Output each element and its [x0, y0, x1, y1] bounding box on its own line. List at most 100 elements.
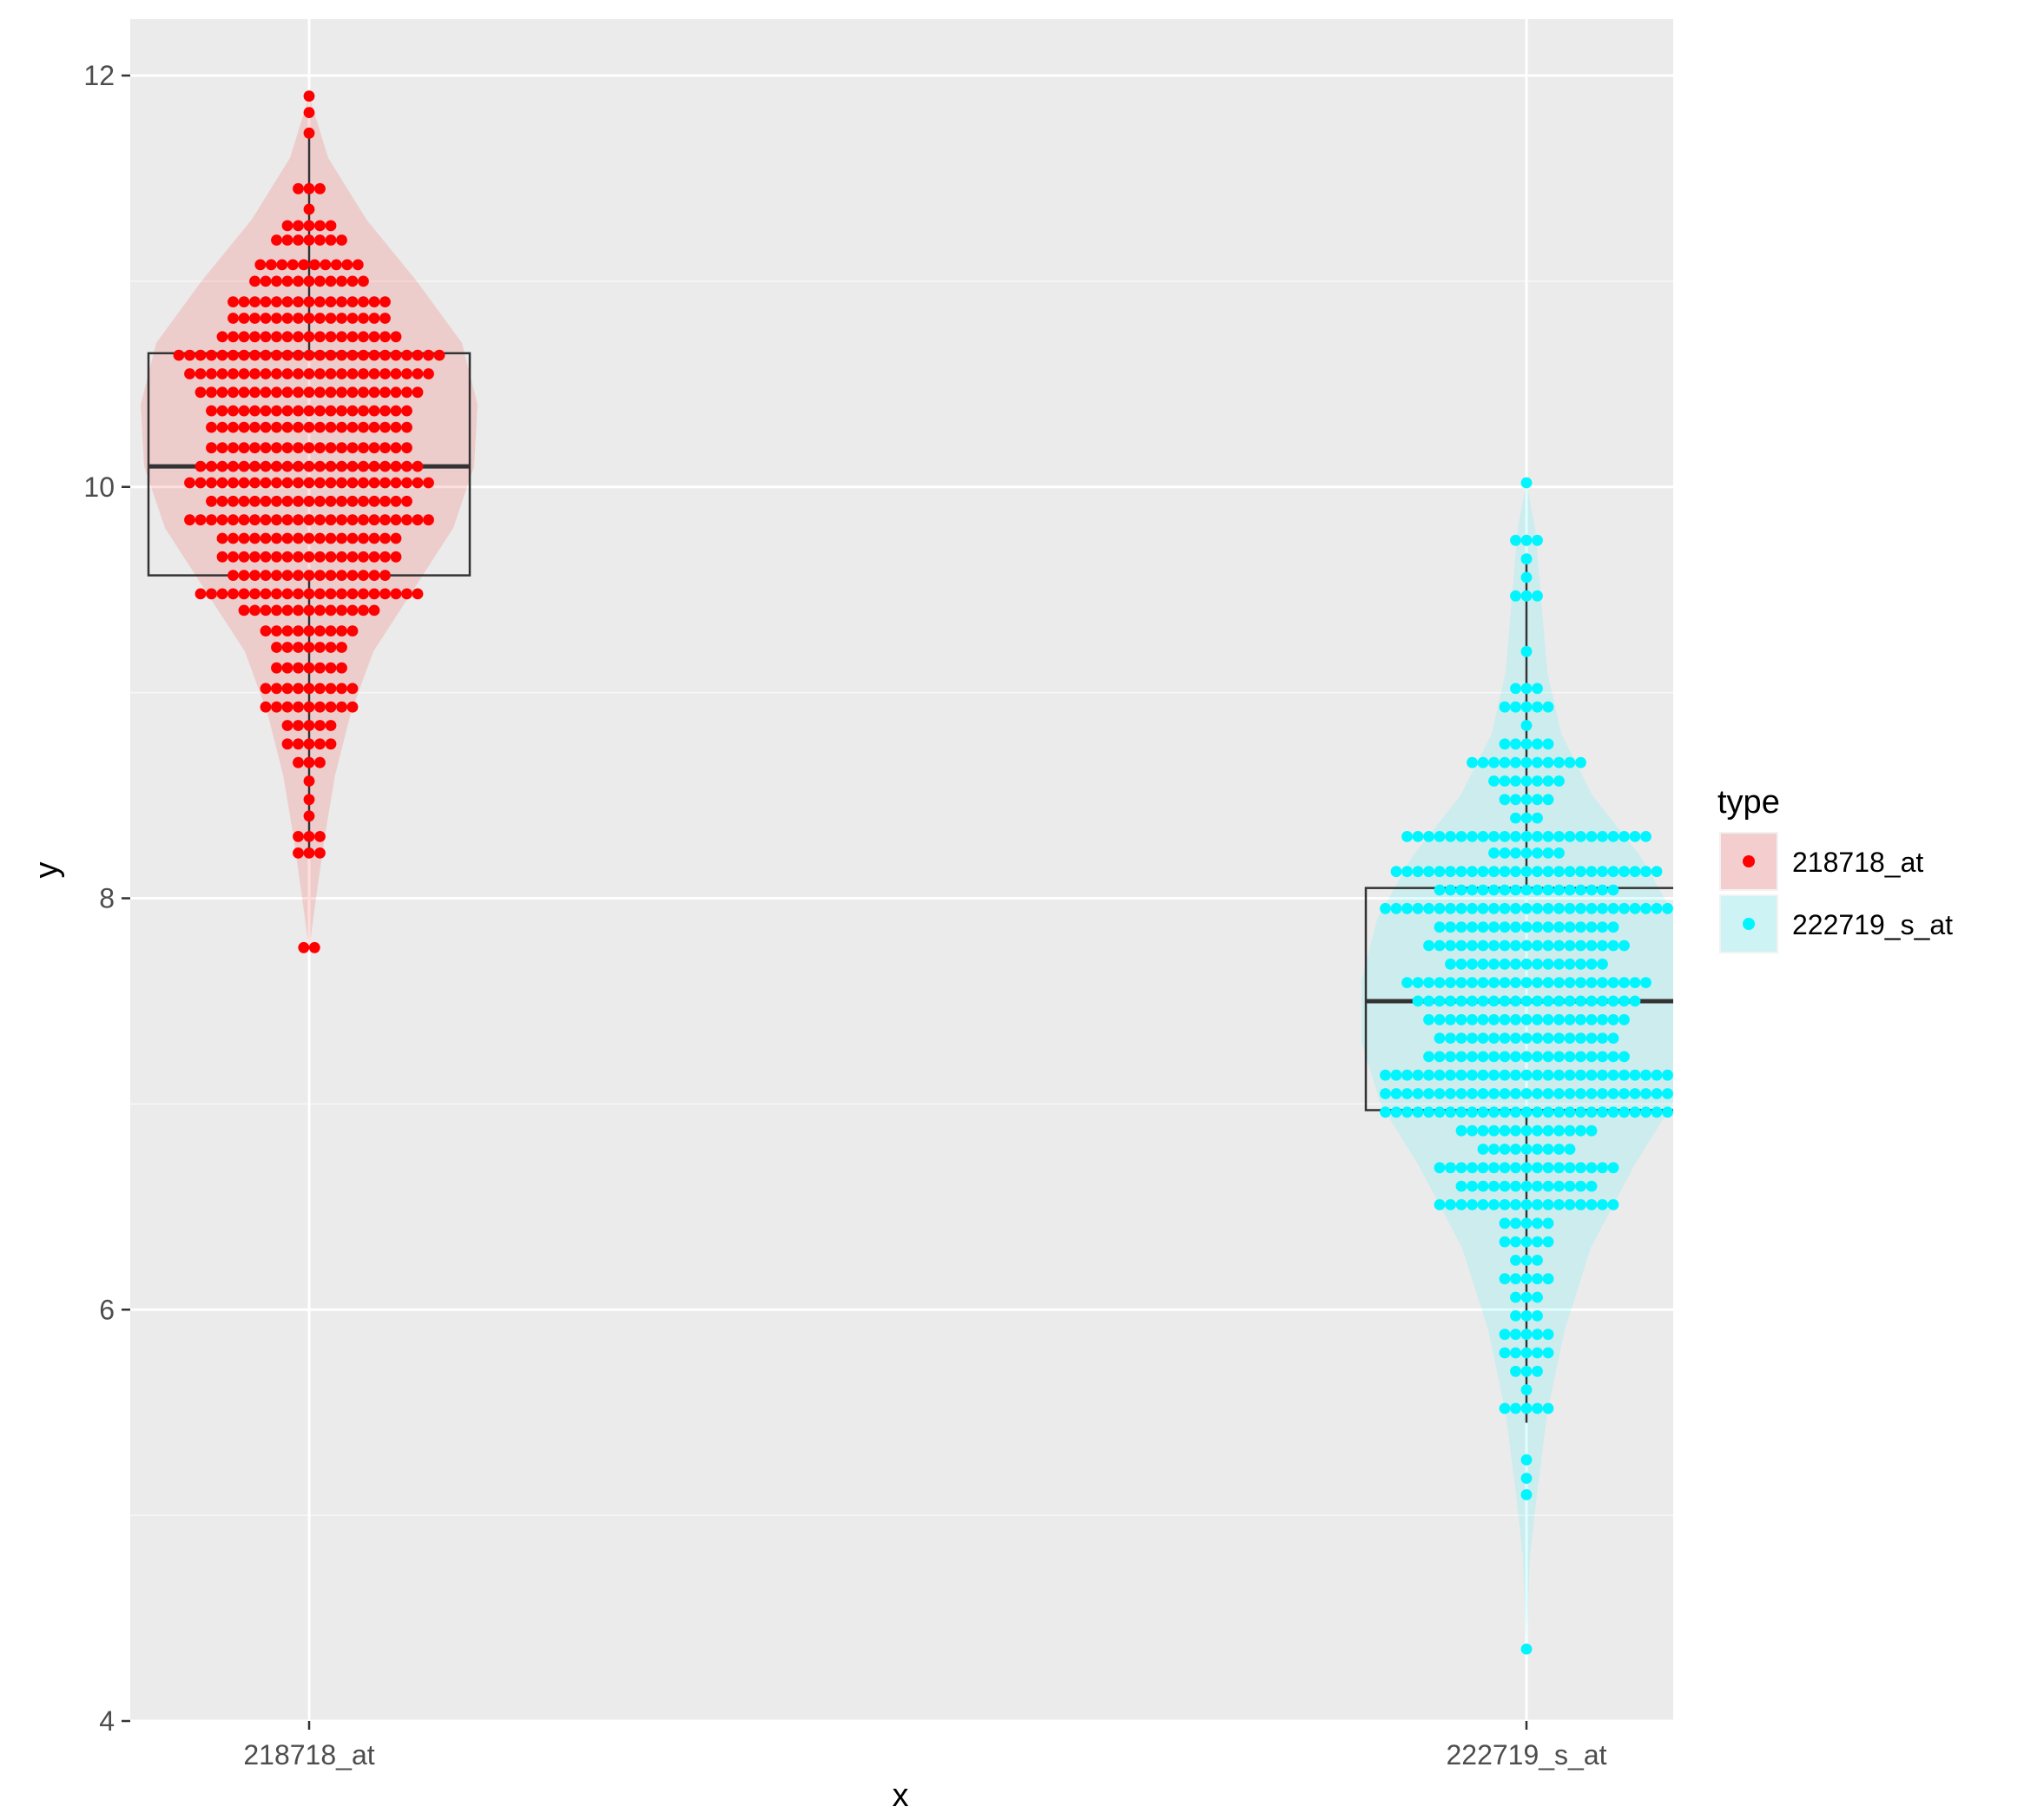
- data-point: [390, 331, 402, 343]
- data-point: [1467, 1124, 1478, 1137]
- data-point: [1520, 847, 1533, 859]
- data-point: [303, 405, 315, 417]
- data-point: [368, 514, 380, 526]
- data-point: [1662, 902, 1673, 914]
- data-point: [314, 460, 326, 472]
- data-point: [303, 738, 315, 750]
- data-point: [1597, 884, 1608, 896]
- data-point: [271, 682, 282, 695]
- data-point: [1510, 1199, 1521, 1210]
- data-point: [1455, 1051, 1467, 1063]
- data-point: [368, 460, 380, 472]
- data-point: [1520, 884, 1533, 896]
- data-point: [336, 296, 347, 307]
- data-point: [1532, 1347, 1543, 1359]
- data-point: [1434, 866, 1446, 878]
- data-point: [1510, 701, 1521, 713]
- data-point: [1390, 1088, 1402, 1099]
- data-point: [227, 442, 239, 454]
- data-point: [184, 514, 195, 526]
- data-point: [281, 386, 293, 399]
- data-point: [238, 532, 250, 544]
- data-point: [1434, 884, 1446, 896]
- data-point: [314, 551, 326, 563]
- data-point: [1553, 1013, 1565, 1025]
- data-point: [1423, 866, 1434, 878]
- data-point: [276, 259, 288, 271]
- data-point: [358, 349, 369, 361]
- data-point: [1520, 831, 1533, 842]
- data-point: [1467, 995, 1478, 1007]
- data-point: [1564, 1088, 1576, 1099]
- data-point: [1553, 977, 1565, 988]
- data-point: [1520, 866, 1533, 878]
- data-point: [271, 275, 282, 287]
- data-point: [379, 349, 391, 361]
- data-point: [346, 405, 359, 417]
- data-point: [1434, 977, 1446, 988]
- data-point: [260, 588, 272, 600]
- data-point: [1542, 831, 1554, 842]
- data-point: [303, 662, 315, 674]
- data-point: [194, 368, 207, 379]
- data-point: [401, 495, 412, 507]
- data-point: [293, 532, 304, 544]
- data-point: [412, 368, 424, 379]
- data-point: [1520, 553, 1533, 565]
- data-point: [1564, 1069, 1576, 1081]
- data-point: [281, 349, 293, 361]
- data-point: [184, 477, 195, 489]
- data-point: [1499, 1124, 1511, 1137]
- data-point: [216, 442, 228, 454]
- data-point: [1499, 1162, 1511, 1174]
- data-point: [314, 296, 326, 307]
- data-point: [1597, 995, 1608, 1007]
- data-point: [1575, 884, 1586, 896]
- data-point: [1520, 1347, 1533, 1359]
- data-point: [260, 386, 272, 399]
- x-axis-title: x: [893, 1777, 909, 1814]
- data-point: [346, 604, 359, 617]
- data-point: [1488, 1124, 1500, 1137]
- data-point: [293, 831, 304, 842]
- data-point: [358, 570, 369, 581]
- data-point: [1412, 902, 1424, 914]
- data-point: [379, 514, 391, 526]
- data-point: [325, 313, 337, 324]
- data-point: [368, 421, 380, 433]
- data-point: [1520, 720, 1533, 731]
- data-point: [1499, 1180, 1511, 1192]
- data-point: [314, 514, 326, 526]
- data-point: [314, 701, 326, 713]
- data-point: [271, 588, 282, 600]
- data-point: [1629, 1069, 1641, 1081]
- data-point: [1467, 902, 1478, 914]
- data-point: [1477, 921, 1489, 933]
- data-point: [1510, 995, 1521, 1007]
- data-point: [1445, 1051, 1456, 1063]
- data-point: [1488, 902, 1500, 914]
- data-point: [1510, 756, 1521, 768]
- data-point: [1510, 1106, 1521, 1118]
- data-point: [390, 386, 402, 399]
- data-point: [390, 477, 402, 489]
- data-point: [1532, 534, 1543, 546]
- data-point: [293, 442, 304, 454]
- data-point: [1586, 1199, 1598, 1210]
- data-point: [293, 421, 304, 433]
- data-point: [1488, 921, 1500, 933]
- data-point: [303, 682, 315, 695]
- data-point: [1542, 1329, 1554, 1341]
- data-point: [1597, 1088, 1608, 1099]
- data-point: [1532, 1365, 1543, 1377]
- data-point: [1607, 995, 1619, 1007]
- data-point: [1575, 1106, 1586, 1118]
- data-point: [293, 275, 304, 287]
- data-point: [1499, 1347, 1511, 1359]
- data-point: [1542, 1347, 1554, 1359]
- legend-title: type: [1717, 784, 1780, 821]
- data-point: [281, 442, 293, 454]
- data-point: [281, 642, 293, 653]
- data-point: [412, 460, 424, 472]
- data-point: [1467, 1180, 1478, 1192]
